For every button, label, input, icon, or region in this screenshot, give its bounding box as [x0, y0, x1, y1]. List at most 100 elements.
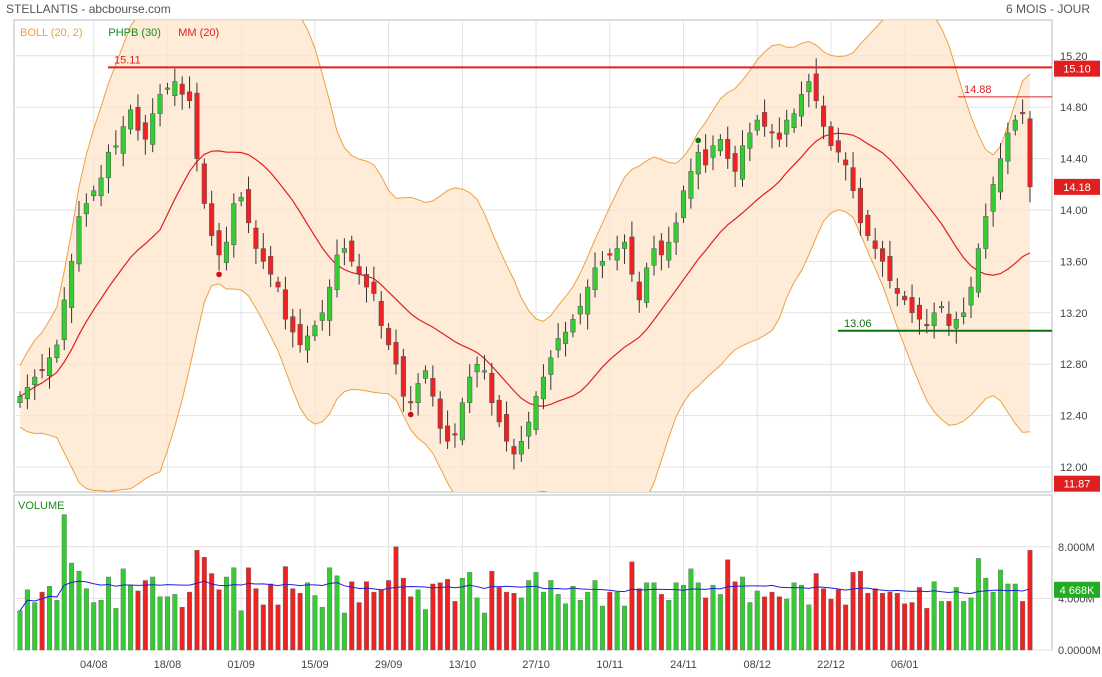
volume-bar — [939, 601, 945, 651]
volume-bar — [268, 583, 274, 651]
candle — [150, 113, 156, 145]
candle — [666, 241, 672, 261]
volume-bar — [467, 572, 473, 651]
candle — [769, 131, 775, 134]
candle — [990, 184, 996, 212]
volume-bar — [216, 589, 222, 651]
volume-bar — [592, 580, 598, 651]
volume-bar — [916, 587, 922, 651]
legend-entry: PHPB (30) — [108, 27, 161, 39]
volume-bar — [961, 601, 967, 651]
candle — [481, 370, 487, 373]
volume-bar — [24, 589, 30, 651]
candle — [938, 306, 945, 309]
candle — [400, 356, 406, 397]
volume-bar — [828, 598, 834, 651]
volume-bar — [872, 588, 878, 651]
volume-bar — [179, 606, 185, 651]
candle — [290, 316, 296, 333]
volume-bar — [887, 591, 893, 651]
volume-bar — [275, 604, 281, 651]
volume-bar — [290, 588, 296, 651]
bollinger-fill — [20, 20, 1030, 492]
volume-bar — [69, 562, 75, 651]
candle — [474, 363, 480, 373]
candle — [894, 288, 900, 294]
volume-bar — [164, 596, 170, 651]
y-tick-label: 12.40 — [1060, 411, 1088, 423]
candle — [798, 94, 804, 117]
volume-bar — [931, 581, 937, 651]
x-tick-label: 15/09 — [301, 659, 329, 671]
candle — [931, 312, 937, 326]
candle — [32, 376, 38, 386]
volume-bar — [548, 580, 554, 651]
volume-bar — [1005, 583, 1011, 651]
y-tick-label: 14.80 — [1060, 102, 1088, 114]
candle — [54, 344, 60, 359]
volume-bar — [378, 589, 384, 651]
level-label-recent-high: 14.88 — [964, 84, 992, 96]
level-label-support: 13.06 — [844, 318, 872, 330]
volume-bar — [209, 573, 215, 651]
volume-bar — [725, 559, 731, 651]
volume-bar — [998, 569, 1003, 651]
candle — [747, 132, 753, 149]
volume-bar — [776, 596, 782, 651]
volume-bar — [813, 573, 819, 651]
volume-bar — [526, 580, 532, 651]
x-tick-label: 22/12 — [817, 659, 845, 671]
volume-bar — [445, 579, 451, 651]
volume-bar — [924, 608, 930, 651]
candle — [739, 145, 746, 180]
candle — [784, 119, 790, 135]
volume-bar — [17, 610, 23, 651]
volume-bar — [784, 598, 790, 651]
candle — [961, 312, 967, 317]
candle — [91, 190, 97, 197]
phpb-low-dot — [407, 411, 414, 418]
volume-bar — [223, 576, 229, 651]
bollinger-upper — [19, 20, 1031, 366]
candle — [408, 401, 414, 404]
candle — [776, 132, 782, 140]
candle — [1027, 118, 1033, 188]
volume-bar — [769, 591, 775, 651]
candle — [762, 112, 768, 127]
volume-bar — [1020, 601, 1026, 651]
volume-bar — [975, 558, 981, 651]
candle — [835, 140, 841, 153]
candle — [857, 187, 863, 224]
candle — [430, 378, 436, 397]
candle — [902, 295, 908, 301]
volume-bar — [452, 601, 458, 651]
volume-bar — [194, 550, 200, 651]
volume-bar — [533, 572, 539, 651]
candle — [518, 441, 524, 455]
badge-text-level-15-10: 15.10 — [1063, 64, 1091, 76]
y-tick-label: 12.00 — [1060, 462, 1088, 474]
price-levels: 15.11 14.88 13.06 — [108, 54, 1052, 332]
candle — [445, 425, 451, 442]
level-label-resistance: 15.11 — [114, 54, 141, 66]
legend-entry: BOLL (20, 2) — [20, 27, 83, 39]
volume-bar — [1027, 550, 1033, 651]
volume-bar — [142, 580, 148, 651]
volume-bar — [327, 567, 333, 651]
volume-tick-label: 0.0000M — [1058, 645, 1101, 657]
volume-bar — [570, 586, 576, 651]
candle — [843, 159, 849, 166]
volume-bar — [983, 577, 989, 651]
candle — [459, 402, 465, 441]
volume-bar — [953, 587, 959, 651]
volume-bar — [555, 594, 561, 651]
volume-bar — [201, 557, 207, 651]
y-tick-label: 13.20 — [1060, 308, 1088, 320]
volume-bar — [319, 606, 325, 651]
candle — [644, 267, 650, 303]
candle — [850, 167, 856, 191]
candle — [953, 318, 959, 329]
candle — [555, 338, 561, 351]
volume-bar — [474, 597, 480, 651]
candle — [968, 286, 974, 306]
